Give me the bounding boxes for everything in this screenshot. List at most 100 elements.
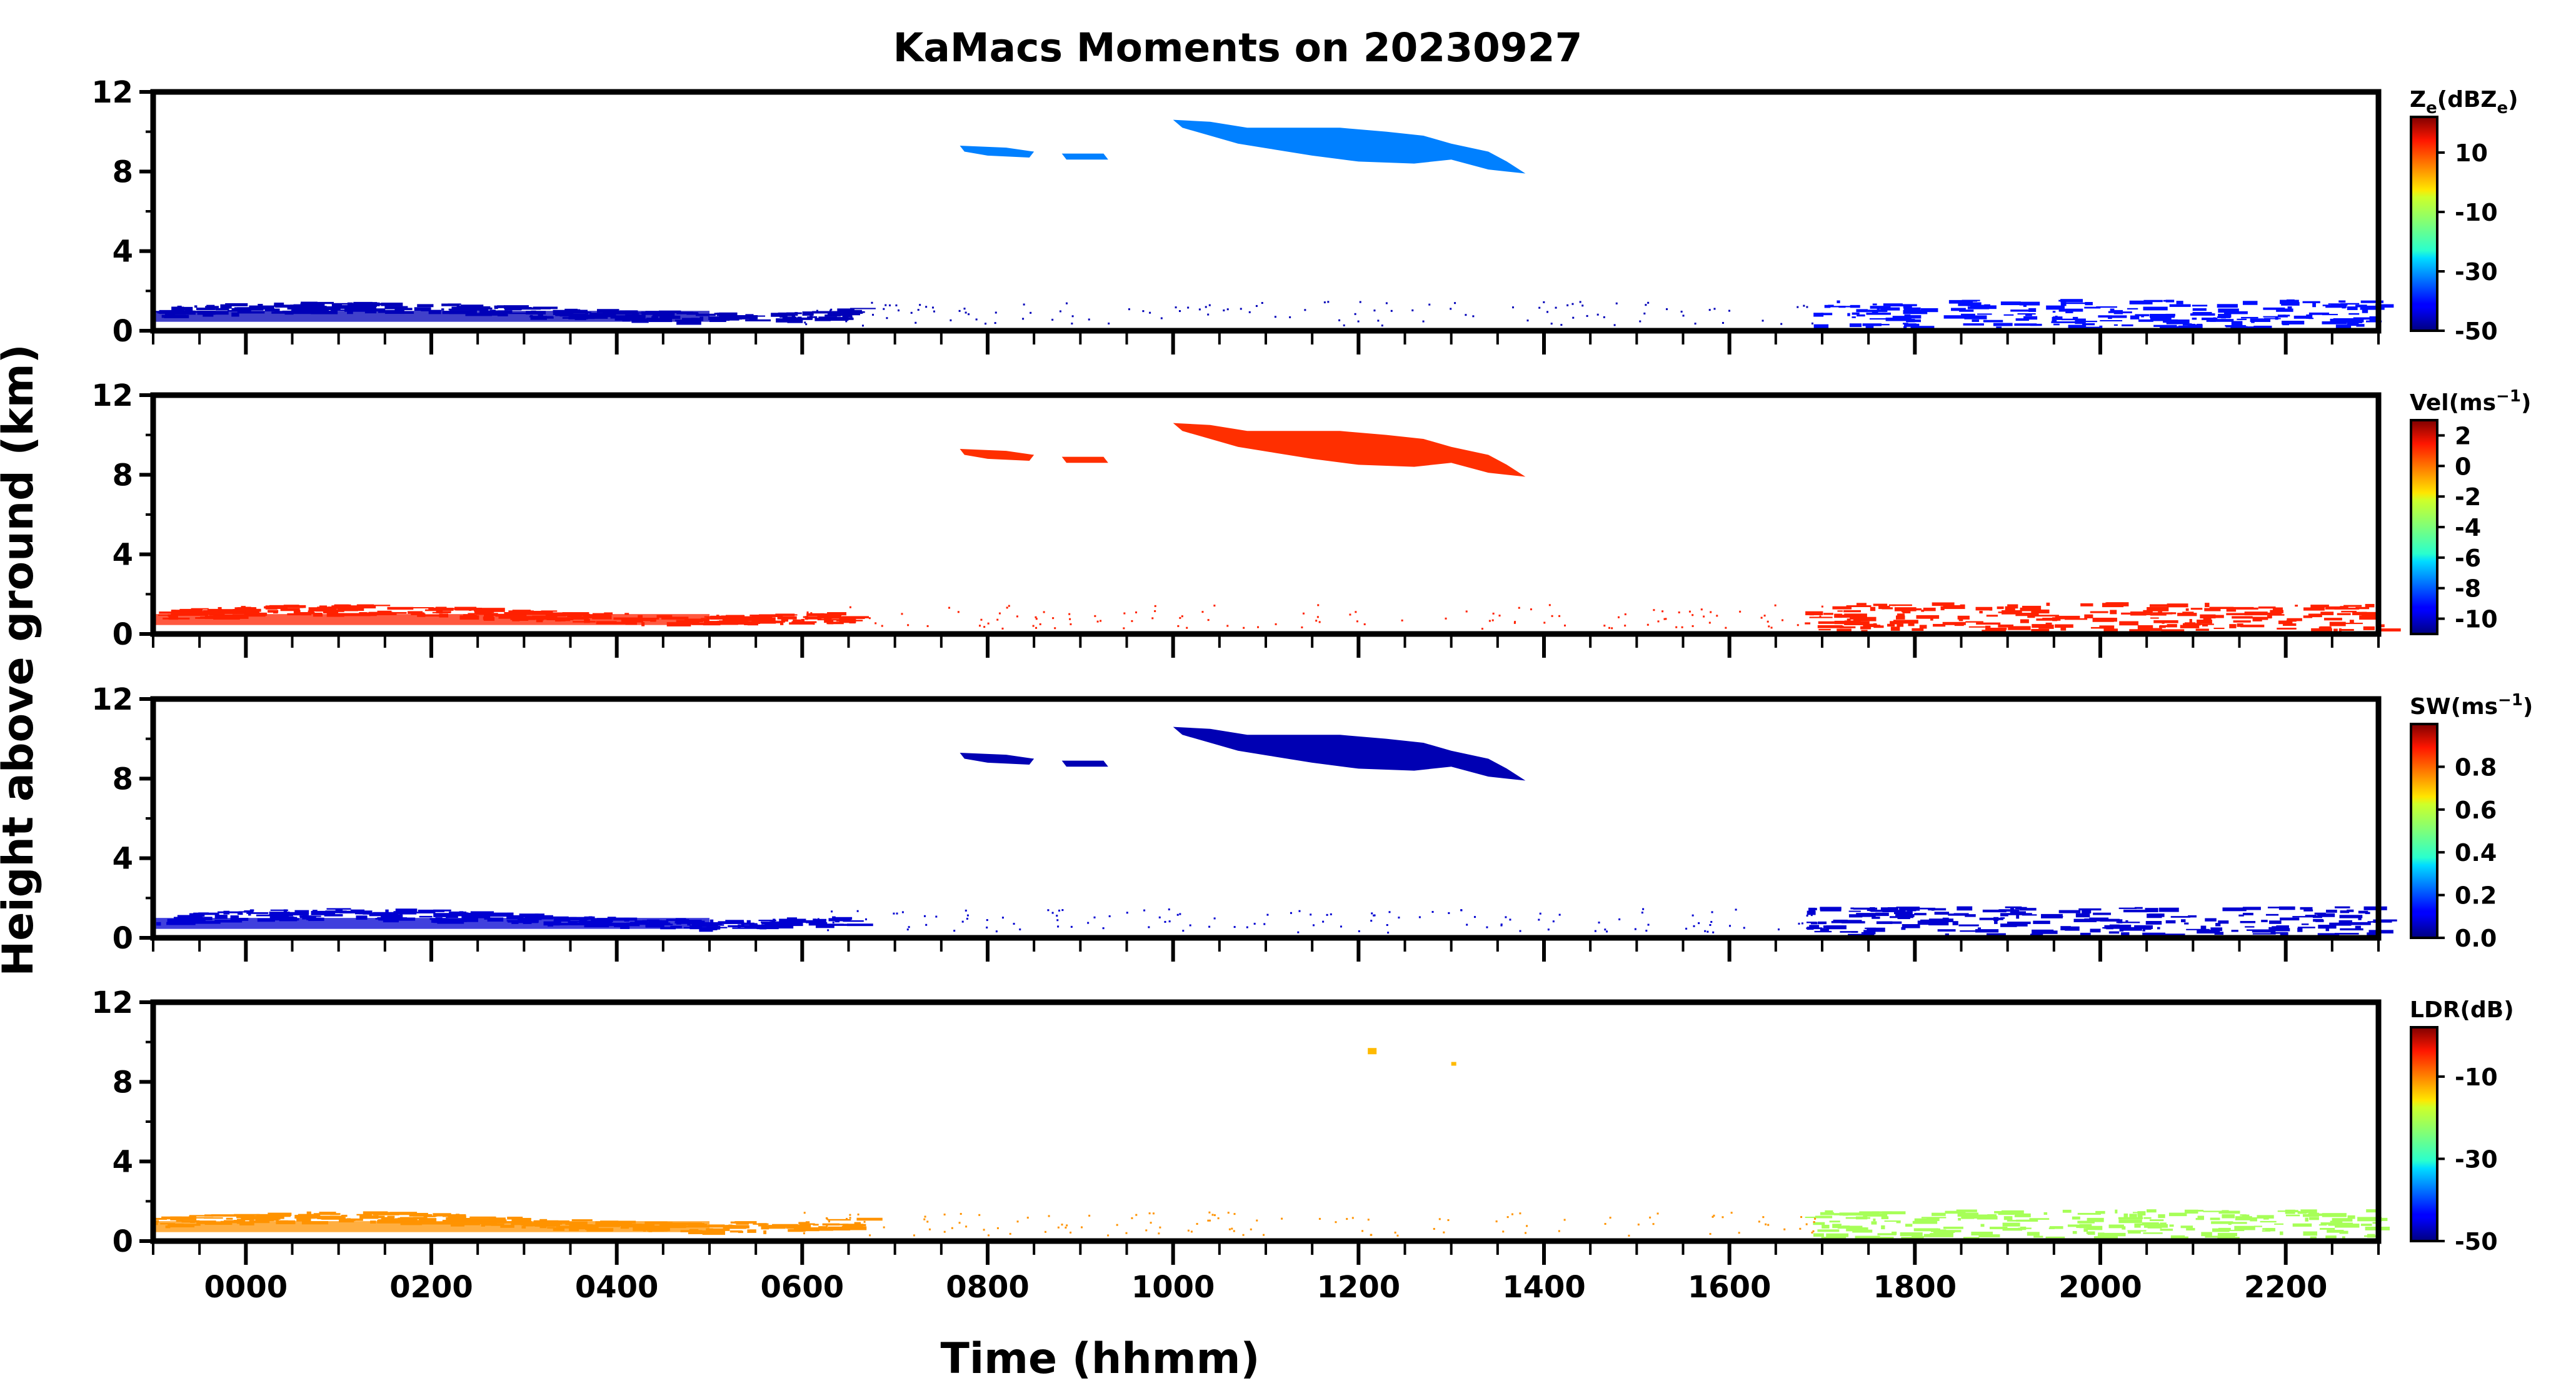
echo-mark (2019, 908, 2037, 911)
echo-mark (2036, 618, 2061, 621)
echo-mark (2075, 913, 2090, 918)
echo-mark (2020, 619, 2029, 623)
echo-mark (1809, 925, 1820, 928)
echo-mark (1649, 1216, 1651, 1219)
echo-mark (1263, 1234, 1265, 1236)
echo-mark (2052, 311, 2056, 313)
echo-mark (2337, 613, 2351, 615)
echo-mark (280, 608, 300, 611)
echo-mark (1226, 625, 1229, 627)
echo-mark (418, 909, 445, 912)
echo-mark (950, 319, 952, 321)
echo-mark (1940, 606, 1945, 611)
echo-mark (2242, 301, 2258, 305)
echo-mark (1538, 918, 1540, 921)
echo-mark (1921, 610, 1925, 612)
echo-mark (2046, 305, 2065, 310)
echo-mark (1810, 914, 1813, 917)
echo-mark (2087, 1217, 2104, 1222)
echo-mark (2353, 317, 2377, 320)
echo-mark (2343, 605, 2362, 607)
echo-mark (1187, 1229, 1190, 1232)
echo-mark (2308, 1212, 2319, 1215)
echo-mark (1418, 916, 1421, 918)
colorbar-tick-label: -6 (2455, 545, 2481, 572)
echo-mark (2308, 312, 2330, 315)
echo-mark (2134, 925, 2153, 929)
echo-mark (1870, 907, 1875, 912)
echo-mark (539, 1219, 548, 1222)
echo-mark (354, 912, 364, 915)
echo-mark (210, 610, 237, 615)
echo-mark (2214, 932, 2224, 935)
echo-mark (2375, 304, 2394, 308)
echo-mark (385, 909, 389, 914)
echo-mark (373, 913, 394, 916)
echo-mark (1227, 1212, 1230, 1214)
echo-mark (537, 915, 544, 919)
echo-mark (2053, 323, 2060, 326)
echo-mark (1978, 1234, 2000, 1237)
echo-mark (2122, 311, 2132, 314)
echo-mark (2192, 318, 2197, 320)
echo-mark (319, 911, 331, 913)
echo-mark (2118, 924, 2132, 928)
echo-mark (994, 322, 996, 324)
echo-mark (966, 914, 969, 917)
echo-mark (1928, 908, 1947, 911)
echo-mark (1643, 312, 1646, 314)
colorbar-tick-label: -50 (2455, 318, 2498, 345)
echo-mark (2002, 610, 2022, 615)
echo-mark (719, 312, 738, 316)
echo-mark (813, 623, 815, 625)
echo-mark (761, 922, 788, 925)
echo-mark (1806, 306, 1808, 308)
echo-mark (845, 320, 848, 323)
echo-mark (1472, 315, 1475, 318)
echo-mark (831, 910, 833, 913)
echo-mark (2333, 628, 2338, 633)
echo-mark (1873, 1219, 1876, 1222)
echo-mark (1302, 612, 1305, 615)
echo-mark (2060, 302, 2067, 306)
echo-mark (2090, 611, 2108, 613)
echo-mark (2252, 933, 2276, 935)
echo-mark (451, 308, 456, 311)
echo-mark (2240, 921, 2256, 923)
echo-mark (1558, 615, 1561, 617)
echo-mark (1739, 610, 1742, 613)
echo-mark (1639, 320, 1641, 323)
echo-mark (1813, 1222, 1825, 1225)
echo-mark (1986, 615, 1998, 617)
colorbar-tick-label: 0.2 (2455, 882, 2497, 910)
echo-mark (244, 606, 251, 610)
echo-mark (733, 621, 753, 625)
echo-mark (294, 910, 309, 914)
echo-mark (2253, 1225, 2262, 1227)
echo-mark (1912, 1235, 1932, 1237)
echo-mark (906, 928, 909, 931)
echo-mark (505, 308, 522, 311)
echo-mark (2226, 1235, 2235, 1239)
echo-mark (806, 613, 825, 616)
echo-mark (798, 1227, 823, 1230)
echo-mark (2355, 925, 2361, 930)
echo-mark (1847, 313, 1850, 316)
echo-mark (709, 319, 726, 323)
echo-mark (174, 613, 188, 615)
echo-mark (2166, 319, 2190, 324)
echo-mark (1678, 611, 1680, 614)
echo-mark (1933, 623, 1946, 627)
echo-mark (2086, 1232, 2092, 1234)
echo-mark (1175, 306, 1177, 309)
echo-mark (449, 911, 467, 915)
echo-mark (1838, 614, 1847, 618)
echo-mark (2258, 929, 2275, 932)
echo-mark (975, 318, 978, 321)
echo-mark (732, 927, 758, 929)
echo-mark (1550, 323, 1553, 325)
echo-mark (814, 318, 831, 321)
echo-mark (406, 607, 434, 609)
echo-mark (1318, 1217, 1321, 1220)
echo-mark (359, 611, 367, 614)
